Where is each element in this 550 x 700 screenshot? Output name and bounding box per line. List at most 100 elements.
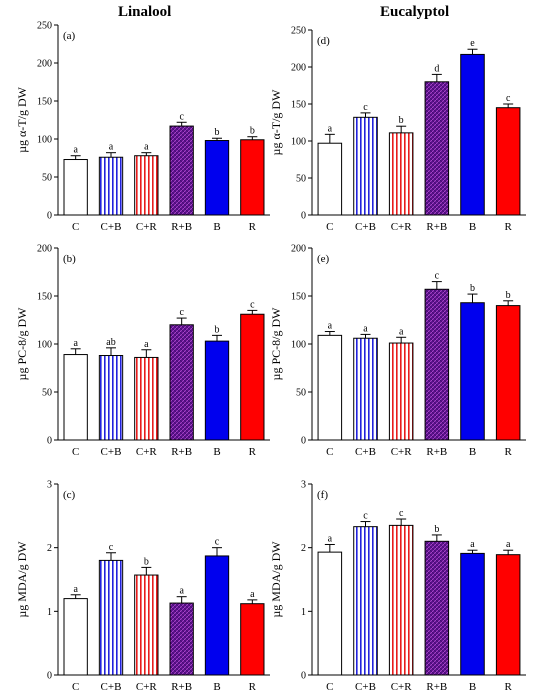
y-tick-label: 150	[37, 292, 52, 303]
significance-letter: c	[109, 542, 114, 553]
bar-c-plus-b	[353, 526, 378, 676]
significance-letter: b	[506, 290, 511, 301]
significance-letter: a	[179, 586, 184, 597]
y-tick-label: 50	[42, 173, 52, 184]
bar-c	[63, 354, 88, 441]
x-tick-label: R+B	[426, 446, 447, 458]
bar-c-plus-r	[134, 155, 159, 216]
significance-letter: a	[506, 539, 511, 550]
y-tick-label: 100	[291, 340, 306, 351]
y-tick-label: 0	[301, 671, 306, 682]
significance-letter: c	[179, 111, 184, 122]
bar-r	[240, 603, 265, 676]
bar-r-plus-b	[169, 125, 194, 216]
significance-letter: b	[215, 324, 220, 335]
bar-c-plus-b	[98, 355, 124, 441]
significance-letter: a	[250, 589, 255, 600]
significance-letter: c	[363, 511, 368, 522]
y-tick-label: 150	[291, 100, 306, 111]
chart-panel-5: 0 1 2 3 µg MDA/g DW (c) a Cc C+B b C+R a R+B c Ba R	[15, 480, 270, 693]
bar-r-plus-b	[424, 81, 450, 216]
y-tick-label: 200	[37, 59, 52, 70]
x-tick-label: R	[249, 681, 257, 693]
significance-letter: d	[434, 63, 439, 74]
bar-r	[495, 107, 521, 216]
x-tick-label: C+R	[136, 681, 158, 693]
significance-letter: e	[470, 38, 475, 49]
x-tick-label: B	[213, 446, 220, 458]
y-tick-label: 250	[37, 21, 52, 32]
x-tick-label: R	[249, 221, 257, 233]
panel-label: (d)	[317, 35, 330, 47]
panel-label: (c)	[63, 489, 76, 501]
bar-c-plus-b	[98, 156, 124, 216]
y-tick-label: 250	[291, 26, 306, 37]
chart-panel-2: 0 50 100 150 200 250 µg α-T/g DW (d) a Cc C+B b C+R d…	[269, 26, 526, 233]
x-tick-label: R+B	[171, 446, 192, 458]
y-axis-label: µg MDA/g DW	[269, 541, 283, 618]
y-tick-label: 0	[301, 211, 306, 222]
x-tick-label: R	[504, 681, 512, 693]
y-tick-label: 50	[296, 174, 306, 185]
bar-c-plus-r	[134, 574, 159, 676]
bar-b	[204, 555, 230, 676]
significance-letter: a	[328, 321, 333, 332]
x-tick-label: C	[72, 221, 79, 233]
bar-c	[317, 334, 343, 441]
bar-b	[460, 302, 485, 441]
x-tick-label: R+B	[171, 221, 192, 233]
bar-b	[204, 340, 230, 441]
bar-r-plus-b	[424, 288, 450, 441]
bar-c-plus-b	[353, 337, 378, 441]
x-tick-label: C+B	[355, 446, 376, 458]
significance-letter: a	[363, 323, 368, 334]
significance-letter: a	[328, 533, 333, 544]
panel-label: (f)	[317, 489, 328, 501]
bar-c-plus-r	[134, 356, 159, 441]
y-tick-label: 150	[291, 292, 306, 303]
bar-r	[240, 139, 265, 216]
significance-letter: a	[144, 339, 149, 350]
significance-letter: c	[179, 307, 184, 318]
x-tick-label: R+B	[171, 681, 192, 693]
chart-panel-3: 0 50 100 150 200 µg PC-8/g DW (b) a Cab C+B a C+R c R…	[15, 244, 270, 458]
bar-c	[63, 598, 88, 676]
y-axis-label: µg α-T/g DW	[269, 89, 283, 156]
bar-r	[495, 305, 521, 441]
chart-panel-1: 0 50 100 150 200 250 µg α-T/g DW (a) a Ca C+B a C+R c…	[15, 21, 270, 233]
x-tick-label: C+R	[391, 446, 413, 458]
x-tick-label: B	[469, 221, 476, 233]
significance-letter: b	[470, 283, 475, 294]
x-tick-label: C+B	[355, 221, 376, 233]
bar-c-plus-b	[353, 116, 378, 216]
significance-letter: c	[250, 299, 255, 310]
bar-r-plus-b	[169, 324, 194, 441]
bar-c	[63, 159, 88, 216]
significance-letter: b	[144, 556, 149, 567]
x-tick-label: C+B	[101, 446, 122, 458]
y-tick-label: 0	[47, 436, 52, 447]
panel-label: (e)	[317, 253, 330, 265]
y-tick-label: 50	[42, 388, 52, 399]
y-tick-label: 100	[37, 135, 52, 146]
bar-c-plus-r	[388, 524, 414, 676]
chart-panel-6: 0 1 2 3 µg MDA/g DW (f) a Cc C+B c C+R b R+B a Ba R	[269, 480, 526, 693]
x-tick-label: B	[213, 221, 220, 233]
x-tick-label: C+B	[101, 681, 122, 693]
x-tick-label: R	[504, 221, 512, 233]
x-tick-label: C+B	[355, 681, 376, 693]
x-tick-label: R	[249, 446, 257, 458]
significance-letter: b	[399, 115, 404, 126]
significance-letter: a	[470, 539, 475, 550]
y-axis-label: µg PC-8/g DW	[269, 307, 283, 381]
bar-b	[460, 552, 485, 676]
x-tick-label: C	[326, 681, 333, 693]
x-tick-label: B	[213, 681, 220, 693]
y-axis-label: µg PC-8/g DW	[15, 307, 29, 381]
x-tick-label: C+R	[136, 221, 158, 233]
bar-r-plus-b	[169, 602, 194, 676]
x-tick-label: R	[504, 446, 512, 458]
significance-letter: b	[215, 127, 220, 138]
